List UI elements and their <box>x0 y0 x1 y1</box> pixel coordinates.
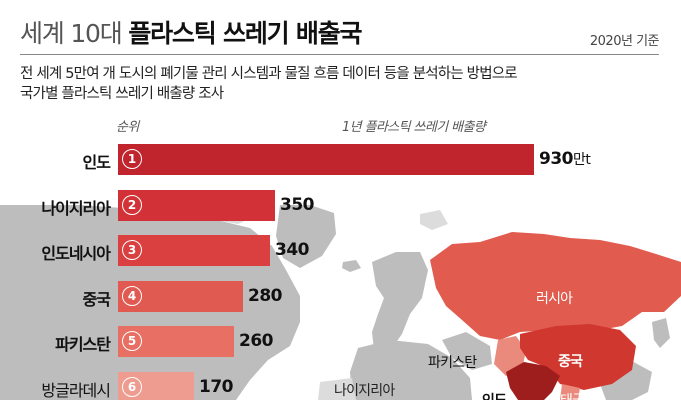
subtitle-line-1: 전 세계 5만여 개 도시의 폐기물 관리 시스템과 물질 흐름 데이터 등을 … <box>20 66 518 82</box>
bar-value-number: 260 <box>239 331 274 351</box>
bar-value-number: 170 <box>199 376 234 397</box>
bar-value-label: 280 <box>248 285 283 306</box>
rank-badge: 5 <box>122 331 142 351</box>
sahel-shape <box>318 378 356 400</box>
subtitle: 전 세계 5만여 개 도시의 폐기물 관리 시스템과 물질 흐름 데이터 등을 … <box>20 64 670 104</box>
bar-value-label: 930만t <box>539 149 591 169</box>
rank-badge: 2 <box>122 194 142 215</box>
map-label-russia: 러시아 <box>536 291 573 307</box>
page-title: 세계 10대 플라스틱 쓰레기 배출국 <box>20 14 363 50</box>
bar-category-label: 인도 <box>82 153 111 172</box>
title-divider <box>20 54 659 55</box>
bar-category-label: 방글라데시 <box>41 380 111 400</box>
bar-category-label: 파키스탄 <box>55 335 111 354</box>
north-africa-shape <box>350 340 472 400</box>
iceland-shape <box>342 260 361 272</box>
thailand-shape <box>560 384 580 400</box>
map-label-china: 중국 <box>558 354 583 370</box>
basis-year: 2020년 기준 <box>589 34 660 49</box>
bar <box>118 189 275 221</box>
bar-value-label: 350 <box>280 194 315 215</box>
russia-shape <box>430 232 681 340</box>
india-shape <box>506 362 560 400</box>
map-label-thailand: 태국 <box>560 390 585 400</box>
rank-badge: 3 <box>122 240 142 260</box>
bar-value-number: 350 <box>280 194 315 215</box>
rank-badge: 4 <box>122 285 142 306</box>
europe-shape <box>372 252 428 350</box>
bar-value-number: 340 <box>275 240 310 260</box>
svalbard-shape <box>420 210 448 230</box>
bar-value-label: 340 <box>275 240 310 260</box>
rank-badge: 1 <box>122 149 142 169</box>
map-label-nigeria: 나이지리아 <box>334 383 395 399</box>
bar-value-label: 260 <box>239 331 274 351</box>
middle-east-shape <box>442 332 492 370</box>
title-main: 플라스틱 쓰레기 배출국 <box>128 19 362 48</box>
map-label-pakistan: 파키스탄 <box>428 355 477 371</box>
china-shape <box>520 324 636 390</box>
value-column-header: 1년 플라스틱 쓰레기 배출량 <box>342 120 486 135</box>
japan-shape <box>652 318 670 348</box>
bar-value-number: 280 <box>248 285 283 306</box>
bar-value-number: 930 <box>539 149 574 169</box>
bar-value-label: 170 <box>199 376 234 397</box>
bar-category-label: 중국 <box>82 289 111 309</box>
title-prefix: 세계 10대 <box>20 19 123 48</box>
rank-badge: 6 <box>122 376 142 397</box>
bar <box>118 144 534 175</box>
bar <box>118 235 270 266</box>
subtitle-line-2: 국가별 플라스틱 쓰레기 배출량 조사 <box>20 86 224 102</box>
bar-category-label: 나이지리아 <box>41 198 111 218</box>
greenland-shape <box>276 205 336 268</box>
map-label-india: 인도 <box>482 390 507 400</box>
bar-category-label: 인도네시아 <box>41 244 111 263</box>
value-unit: 만t <box>573 152 591 168</box>
rank-column-header: 순위 <box>116 120 139 135</box>
